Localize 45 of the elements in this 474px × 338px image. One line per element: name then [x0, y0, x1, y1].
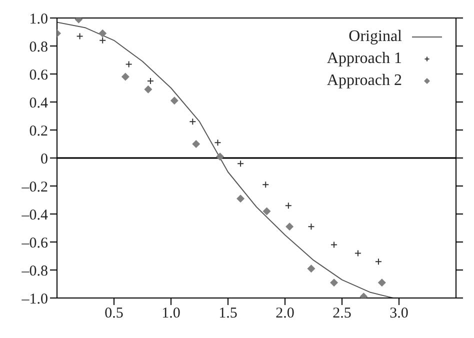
point [284, 202, 292, 210]
point [237, 160, 244, 168]
y-tick-label: 0 [40, 151, 48, 168]
point [189, 118, 196, 126]
point [192, 140, 200, 148]
point [286, 222, 294, 231]
point [308, 223, 315, 230]
y-tick-label: –0.4 [20, 207, 48, 224]
point [146, 78, 154, 84]
y-tick-label: 0.4 [29, 95, 48, 112]
y-tick-label: –0.2 [20, 179, 48, 196]
point [236, 194, 245, 203]
legend-label: Approach 1 [326, 50, 402, 68]
point [374, 258, 382, 266]
point [354, 250, 362, 257]
y-tick-label: –0.6 [20, 235, 48, 252]
point [216, 152, 224, 161]
point [330, 241, 338, 248]
point [98, 29, 107, 38]
x-tick-label: 2.5 [332, 306, 352, 322]
point [121, 72, 130, 81]
point [262, 207, 271, 216]
point [330, 278, 338, 287]
point [307, 264, 316, 273]
point [99, 36, 106, 44]
point [262, 181, 270, 188]
x-tick-label: 1.0 [162, 306, 180, 322]
point [144, 85, 152, 94]
point [214, 139, 222, 146]
legend-label: Original [348, 28, 402, 46]
y-tick-label: 0.2 [29, 123, 48, 140]
y-tick-label: –1.0 [20, 291, 48, 308]
point [125, 60, 132, 68]
legend-label: Approach 2 [326, 72, 402, 90]
point [76, 32, 84, 40]
point [378, 278, 386, 287]
y-tick-label: 0.6 [29, 67, 48, 84]
x-tick-label: 2.0 [276, 306, 294, 322]
x-tick-label: 1.5 [218, 306, 238, 322]
y-tick-label: 0.8 [29, 39, 48, 56]
x-tick-label: 0.5 [104, 306, 124, 322]
x-tick-label: 3.0 [390, 306, 408, 322]
y-tick-label: 1.0 [29, 11, 48, 28]
point [170, 96, 178, 105]
y-tick-label: –0.8 [20, 263, 48, 280]
